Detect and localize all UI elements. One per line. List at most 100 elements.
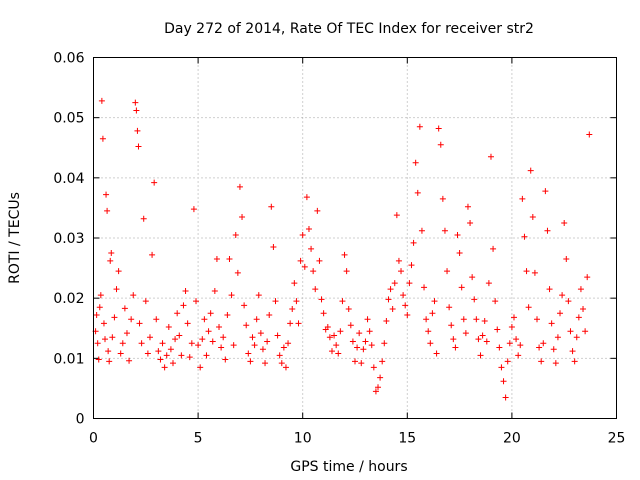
data-point: [452, 344, 459, 351]
x-tick-label: 15: [398, 431, 416, 447]
data-point: [354, 344, 361, 351]
x-tick-labels: 0 5 10 15 20 25: [89, 431, 625, 447]
data-point: [439, 195, 446, 202]
data-point: [496, 344, 503, 351]
data-point: [222, 356, 229, 363]
data-point: [268, 203, 275, 210]
data-point: [278, 360, 285, 367]
data-point: [584, 274, 591, 281]
data-point: [107, 257, 114, 264]
data-point: [427, 340, 434, 347]
data-point: [184, 320, 191, 327]
data-point: [450, 336, 457, 343]
y-tick-label: 0.04: [53, 171, 84, 187]
data-point: [502, 394, 509, 401]
data-point: [345, 305, 352, 312]
data-point: [308, 245, 315, 252]
data-point: [128, 316, 135, 323]
data-point: [339, 298, 346, 305]
data-point: [370, 364, 377, 371]
data-point: [255, 292, 262, 299]
data-point: [573, 334, 580, 341]
x-tick-label: 5: [194, 431, 203, 447]
data-point: [418, 227, 425, 234]
data-point: [197, 364, 204, 371]
data-point: [262, 360, 269, 367]
data-point: [117, 350, 124, 357]
data-point: [226, 256, 233, 263]
data-point: [341, 251, 348, 258]
data-point: [510, 314, 517, 321]
data-point: [257, 330, 264, 337]
data-point: [161, 364, 168, 371]
data-point: [293, 298, 300, 305]
data-point: [193, 298, 200, 305]
data-point: [557, 310, 564, 317]
data-point: [540, 340, 547, 347]
data-point: [142, 298, 149, 305]
data-point: [372, 388, 379, 395]
y-tick-label: 0.01: [53, 351, 84, 367]
data-point: [149, 251, 156, 258]
data-point: [105, 348, 112, 355]
data-point: [563, 256, 570, 263]
data-point: [234, 269, 241, 276]
data-point: [236, 183, 243, 190]
data-point: [536, 344, 543, 351]
y-tick-label: 0: [76, 412, 85, 428]
x-axis-label: GPS time / hours: [290, 459, 407, 475]
data-point: [580, 305, 587, 312]
grid-lines: [93, 57, 617, 419]
data-point: [151, 179, 158, 186]
data-point: [213, 256, 220, 263]
data-point: [391, 280, 398, 287]
data-point: [429, 310, 436, 317]
data-point: [108, 250, 115, 257]
y-tick-label: 0.02: [53, 291, 84, 307]
data-point: [387, 286, 394, 293]
y-axis-label: ROTI / TECUs: [7, 192, 23, 284]
data-point: [239, 213, 246, 220]
data-point: [475, 336, 482, 343]
data-point: [343, 268, 350, 275]
data-point: [216, 324, 223, 331]
data-point: [287, 320, 294, 327]
data-point: [410, 239, 417, 246]
data-point: [245, 350, 252, 357]
data-point: [282, 364, 289, 371]
data-point: [462, 330, 469, 337]
data-point: [523, 268, 530, 275]
data-point: [111, 314, 118, 321]
data-point: [243, 322, 250, 329]
data-point: [232, 231, 239, 238]
data-point: [176, 332, 183, 339]
data-point: [423, 316, 430, 323]
data-point: [490, 245, 497, 252]
data-point: [356, 330, 363, 337]
data-point: [138, 340, 145, 347]
data-point: [285, 340, 292, 347]
data-point: [109, 334, 116, 341]
data-point: [364, 316, 371, 323]
data-point: [169, 360, 176, 367]
data-point: [316, 257, 323, 264]
data-point: [377, 374, 384, 381]
data-point: [368, 342, 375, 349]
data-point: [146, 334, 153, 341]
data-point: [195, 342, 202, 349]
data-point: [575, 314, 582, 321]
y-tick-label: 0.05: [53, 111, 84, 127]
data-point: [561, 219, 568, 226]
data-point: [228, 292, 235, 299]
data-point: [253, 316, 260, 323]
data-point: [324, 324, 331, 331]
data-point: [335, 350, 342, 357]
data-point: [395, 257, 402, 264]
data-point: [521, 233, 528, 240]
data-point: [113, 286, 120, 293]
data-point: [135, 143, 142, 150]
data-point: [494, 326, 501, 333]
data-point: [559, 292, 566, 299]
data-point: [400, 292, 407, 299]
